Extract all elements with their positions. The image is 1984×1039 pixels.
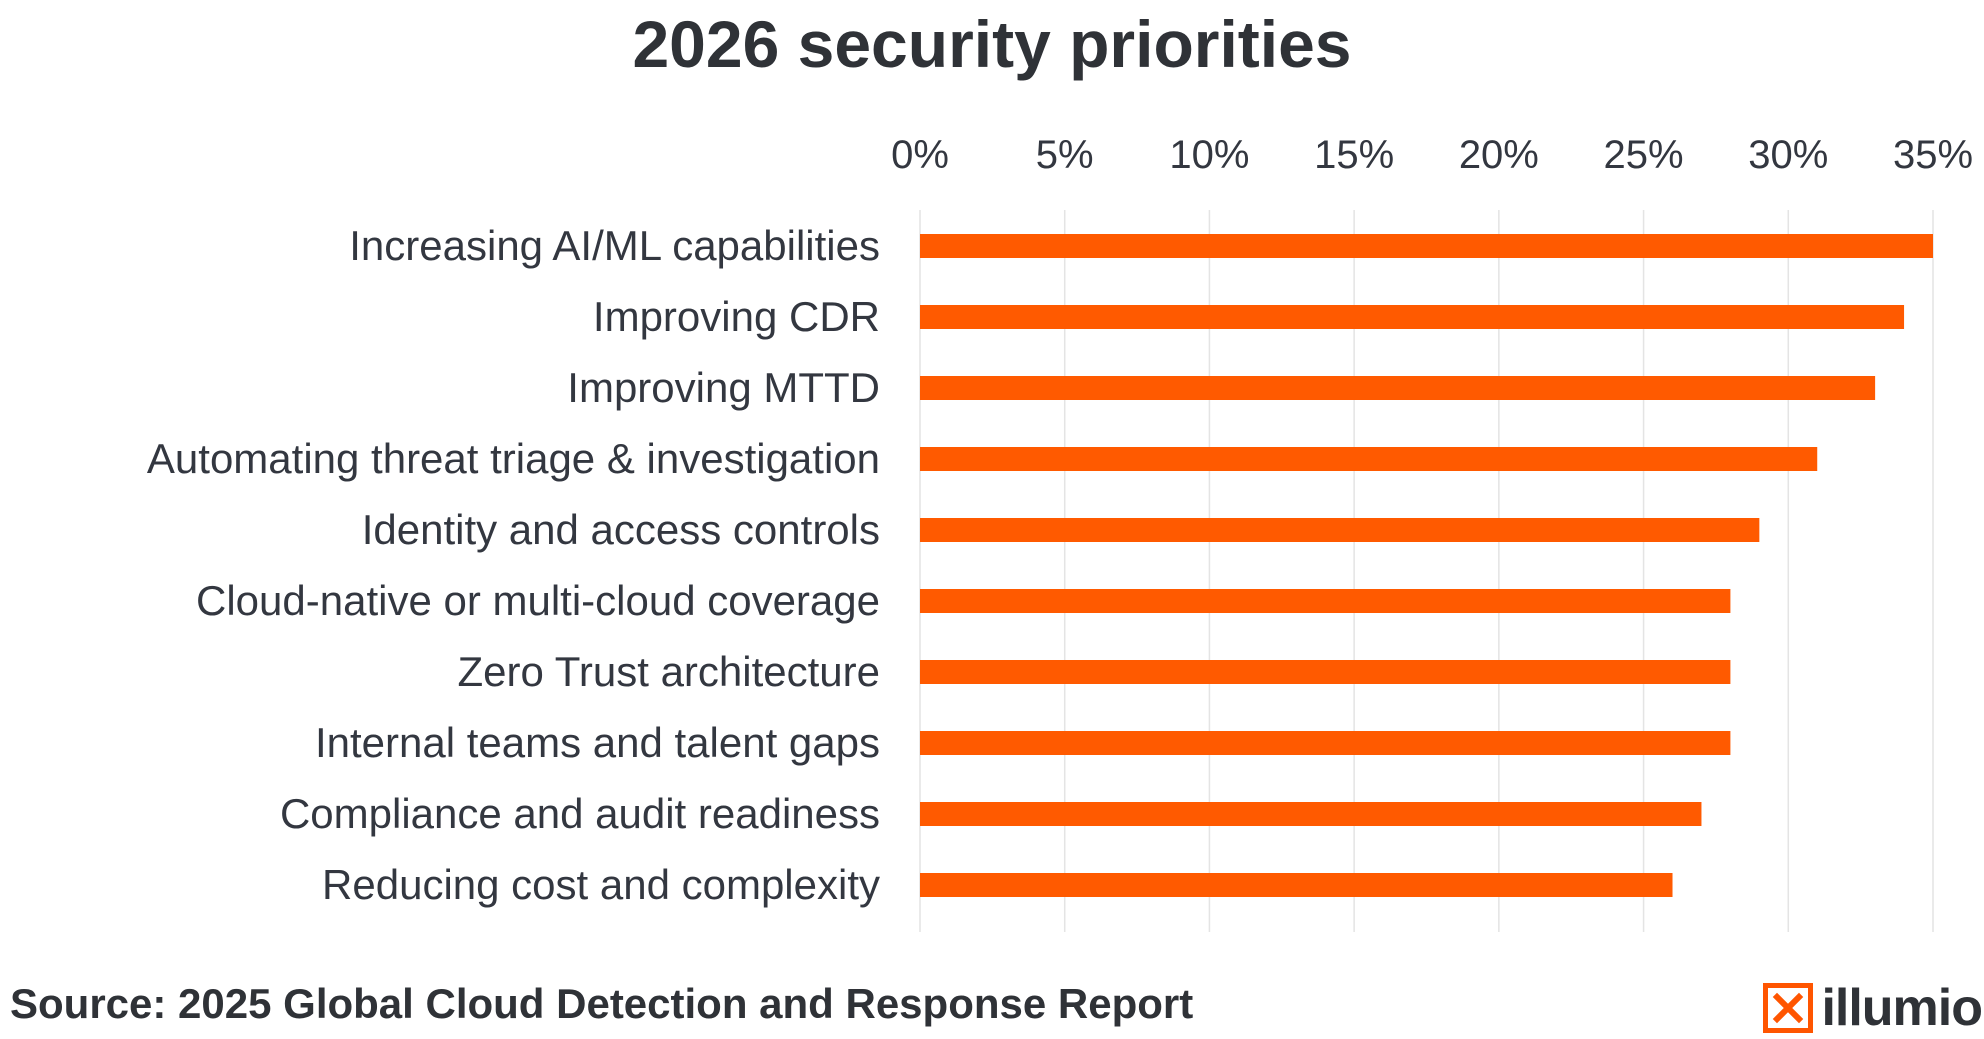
x-tick-label: 30%: [1748, 133, 1828, 177]
category-label: Reducing cost and complexity: [322, 861, 880, 908]
x-tick-label: 0%: [891, 133, 949, 177]
bar: [920, 589, 1731, 613]
category-label: Improving MTTD: [567, 364, 880, 411]
bar: [920, 376, 1876, 400]
bar: [920, 660, 1731, 684]
category-label: Increasing AI/ML capabilities: [349, 222, 880, 269]
bar: [920, 305, 1905, 329]
bar: [920, 234, 1933, 258]
x-tick-label: 25%: [1604, 133, 1684, 177]
category-label: Automating threat triage & investigation: [147, 435, 880, 482]
illumio-logo-icon: [1763, 983, 1814, 1033]
bar: [920, 873, 1673, 897]
category-label: Identity and access controls: [362, 506, 880, 553]
source-caption: Source: 2025 Global Cloud Detection and …: [10, 980, 1194, 1027]
category-label: Improving CDR: [593, 293, 880, 340]
bar: [920, 447, 1818, 471]
x-tick-label: 15%: [1314, 133, 1394, 177]
x-tick-label: 20%: [1459, 133, 1539, 177]
bar: [920, 731, 1731, 755]
logo-text: illumio: [1821, 979, 1983, 1037]
illumio-logo: illumio: [1763, 978, 1983, 1038]
category-label: Internal teams and talent gaps: [315, 719, 880, 766]
x-tick-label: 10%: [1169, 133, 1249, 177]
x-tick-label: 5%: [1036, 133, 1094, 177]
chart-title: 2026 security priorities: [632, 7, 1352, 81]
x-tick-label: 35%: [1893, 133, 1973, 177]
bar: [920, 802, 1702, 826]
category-label: Cloud-native or multi-cloud coverage: [196, 577, 880, 624]
category-label: Zero Trust architecture: [458, 648, 880, 695]
category-label: Compliance and audit readiness: [280, 790, 880, 837]
bar: [920, 518, 1760, 542]
